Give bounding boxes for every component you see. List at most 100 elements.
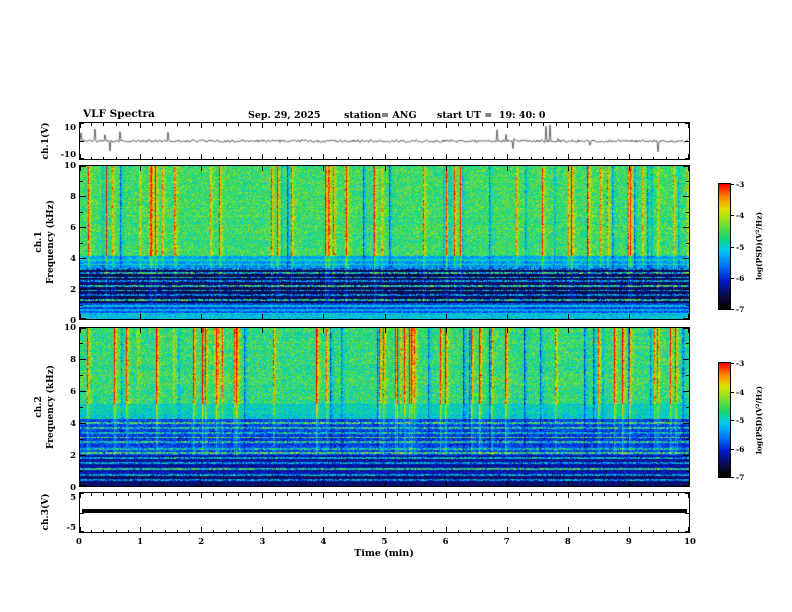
- x-minor-tick: [494, 529, 496, 532]
- y-tick: [80, 227, 86, 228]
- x-minor-tick: [237, 123, 239, 126]
- x-minor-tick: [555, 123, 557, 126]
- x-minor-tick: [164, 156, 166, 159]
- x-major-tick: [262, 154, 264, 159]
- y-tick-label: -10: [60, 149, 76, 160]
- x-minor-tick: [347, 529, 349, 532]
- x-minor-tick: [653, 493, 655, 496]
- x-major-tick: [506, 166, 508, 171]
- x-minor-tick: [665, 493, 667, 496]
- ch2-colorbar-gradient: [719, 363, 730, 477]
- x-minor-tick: [531, 529, 533, 532]
- x-minor-tick: [592, 529, 594, 532]
- x-tick-label: 10: [684, 537, 696, 547]
- x-major-tick: [445, 493, 447, 498]
- x-minor-tick: [213, 493, 215, 496]
- ch3-wave-ylabel: ch.3(V): [41, 493, 51, 531]
- x-minor-tick: [396, 529, 398, 532]
- x-minor-tick: [298, 493, 300, 496]
- x-minor-tick: [482, 493, 484, 496]
- y-tick: [80, 123, 84, 124]
- x-minor-tick: [127, 529, 129, 532]
- x-minor-tick: [311, 123, 313, 126]
- x-minor-tick: [188, 123, 190, 126]
- x-minor-tick: [396, 493, 398, 496]
- x-minor-tick: [616, 529, 618, 532]
- x-minor-tick: [457, 493, 459, 496]
- x-major-tick: [201, 481, 203, 486]
- x-major-tick: [567, 481, 569, 486]
- x-major-tick: [140, 314, 142, 319]
- x-minor-tick: [298, 156, 300, 159]
- y-tick: [80, 158, 84, 159]
- colorbar-tick: [731, 363, 734, 364]
- x-major-tick: [628, 527, 630, 532]
- x-minor-tick: [604, 493, 606, 496]
- x-minor-tick: [457, 529, 459, 532]
- x-tick-label: 0: [76, 537, 82, 547]
- x-major-tick: [384, 154, 386, 159]
- x-major-tick: [140, 154, 142, 159]
- x-minor-tick: [433, 123, 435, 126]
- x-minor-tick: [616, 156, 618, 159]
- colorbar-tick: [731, 477, 734, 478]
- x-minor-tick: [470, 493, 472, 496]
- y-tick: [80, 375, 83, 376]
- x-minor-tick: [518, 493, 520, 496]
- colorbar-tick: [731, 309, 734, 310]
- colorbar-tick: [731, 448, 734, 450]
- colorbar-tick-label: -5: [736, 242, 745, 252]
- ch3-flat-trace: [82, 509, 687, 513]
- y-tick: [683, 227, 689, 228]
- x-minor-tick: [274, 156, 276, 159]
- x-major-tick: [688, 493, 689, 498]
- header-station: station= ANG: [344, 110, 417, 121]
- x-minor-tick: [250, 123, 252, 126]
- x-axis-label: Time (min): [354, 548, 414, 559]
- x-major-tick: [688, 166, 689, 171]
- y-tick: [80, 531, 84, 532]
- x-minor-tick: [225, 156, 227, 159]
- x-minor-tick: [127, 493, 129, 496]
- x-major-tick: [201, 493, 203, 498]
- header-date: Sep. 29, 2025: [248, 110, 321, 121]
- x-major-tick: [445, 481, 447, 486]
- x-minor-tick: [274, 529, 276, 532]
- x-major-tick: [567, 166, 569, 171]
- x-minor-tick: [213, 123, 215, 126]
- header-start-ut: start UT = 19: 40: 0: [437, 110, 546, 121]
- x-minor-tick: [665, 123, 667, 126]
- x-major-tick: [384, 493, 386, 498]
- x-major-tick: [140, 166, 142, 171]
- x-minor-tick: [250, 493, 252, 496]
- y-tick: [80, 318, 86, 319]
- x-minor-tick: [580, 156, 582, 159]
- x-minor-tick: [176, 493, 178, 496]
- x-major-tick: [323, 481, 325, 486]
- colorbar-tick: [731, 184, 734, 185]
- x-minor-tick: [237, 493, 239, 496]
- x-major-tick: [262, 493, 264, 498]
- x-minor-tick: [641, 123, 643, 126]
- x-minor-tick: [372, 529, 374, 532]
- x-minor-tick: [653, 529, 655, 532]
- y-tick: [80, 455, 86, 456]
- y-tick: [80, 439, 83, 440]
- x-minor-tick: [592, 493, 594, 496]
- y-tick: [686, 211, 689, 213]
- x-minor-tick: [127, 123, 129, 126]
- x-minor-tick: [188, 156, 190, 159]
- x-minor-tick: [494, 156, 496, 159]
- x-minor-tick: [421, 156, 423, 159]
- y-tick: [80, 180, 83, 182]
- y-tick: [80, 407, 83, 408]
- x-minor-tick: [103, 493, 105, 496]
- x-minor-tick: [641, 529, 643, 532]
- x-minor-tick: [347, 493, 349, 496]
- y-tick-label: 5: [70, 492, 76, 503]
- y-tick: [80, 166, 86, 167]
- x-minor-tick: [433, 493, 435, 496]
- x-minor-tick: [433, 156, 435, 159]
- x-minor-tick: [225, 123, 227, 126]
- x-major-tick: [384, 328, 386, 333]
